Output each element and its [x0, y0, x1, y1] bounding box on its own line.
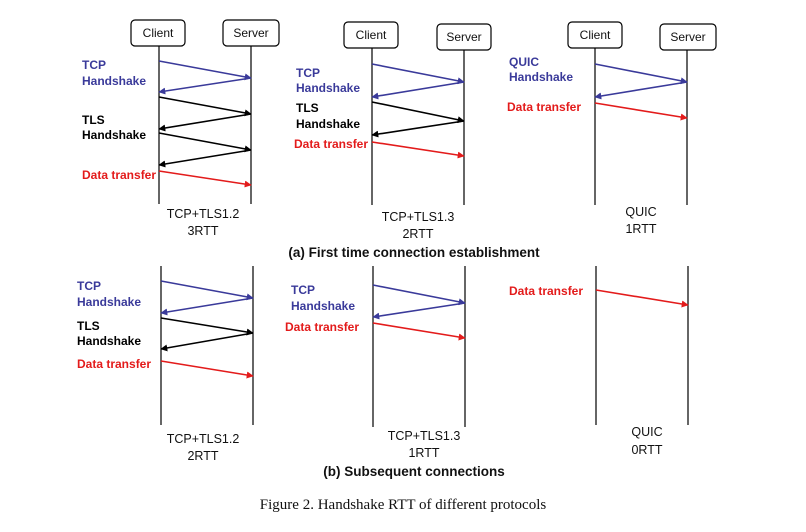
- tcp-synack-arrow: [371, 81, 465, 100]
- quic-hello-arrow: [594, 63, 688, 85]
- rtt-label: 3RTT: [187, 224, 218, 238]
- tls-arrow: [158, 96, 252, 117]
- panel-a3: QUIC Handshake Data transfer QUIC 1RTT: [507, 55, 688, 236]
- tls-arrow: [160, 332, 254, 352]
- section-b-title: (b) Subsequent connections: [323, 464, 505, 479]
- data-transfer-arrow: [160, 360, 254, 379]
- data-transfer-arrow: [594, 102, 688, 121]
- panel-a3-server-node: Server: [659, 23, 717, 51]
- timelines: [158, 46, 689, 427]
- rtt-label: 2RTT: [187, 449, 218, 463]
- data-transfer-arrow: [371, 141, 465, 159]
- panel-a1-server-node: Server: [222, 19, 280, 47]
- rtt-label: 1RTT: [408, 446, 439, 460]
- rtt-label: 1RTT: [625, 222, 656, 236]
- protocol-label: QUIC: [631, 425, 662, 439]
- data-transfer-arrow: [158, 170, 252, 188]
- client-label: Client: [356, 28, 387, 42]
- tls-label: TLS: [82, 113, 105, 127]
- figure-caption: Figure 2. Handshake RTT of different pro…: [259, 497, 547, 513]
- protocol-label: QUIC: [625, 205, 656, 219]
- panel-b1: TCP Handshake TLS Handshake Data transfe…: [77, 279, 254, 463]
- quic-reply-arrow: [594, 81, 688, 100]
- tls-arrow: [371, 101, 465, 124]
- protocol-label: TCP+TLS1.3: [388, 429, 461, 443]
- tls-arrow: [158, 132, 252, 153]
- server-label: Server: [670, 30, 705, 44]
- data-transfer-label: Data transfer: [509, 284, 583, 298]
- data-transfer-label: Data transfer: [294, 137, 368, 151]
- panel-b2: TCP Handshake Data transfer TCP+TLS1.3 1…: [285, 283, 466, 460]
- tls-label: TLS: [296, 101, 319, 115]
- tcp-label: TCP: [77, 279, 101, 293]
- data-transfer-arrow: [595, 289, 689, 308]
- server-label: Server: [446, 30, 481, 44]
- tls-arrow: [158, 149, 252, 168]
- tcp-syn-arrow: [158, 60, 252, 81]
- protocol-label: TCP+TLS1.3: [382, 210, 455, 224]
- tcp-synack-arrow: [372, 302, 466, 320]
- tcp-syn-arrow: [372, 284, 466, 306]
- data-transfer-label: Data transfer: [77, 357, 151, 371]
- tcp-handshake-label: Handshake: [296, 81, 360, 95]
- tcp-label: TCP: [296, 66, 320, 80]
- tls-handshake-label: Handshake: [77, 334, 141, 348]
- tls-arrow: [371, 120, 465, 138]
- quic-label: QUIC: [509, 55, 539, 69]
- data-transfer-label: Data transfer: [285, 320, 359, 334]
- tcp-handshake-label: Handshake: [82, 74, 146, 88]
- tls-handshake-label: Handshake: [82, 128, 146, 142]
- quic-handshake-label: Handshake: [509, 70, 573, 84]
- client-label: Client: [580, 28, 611, 42]
- panel-a3-client-node: Client: [567, 21, 623, 49]
- protocol-label: TCP+TLS1.2: [167, 207, 240, 221]
- panel-a2-client-node: Client: [343, 21, 399, 49]
- data-transfer-label: Data transfer: [82, 168, 156, 182]
- tls-handshake-label: Handshake: [296, 117, 360, 131]
- panel-b3: Data transfer QUIC 0RTT: [509, 284, 689, 457]
- tcp-synack-arrow: [160, 297, 254, 316]
- tcp-syn-arrow: [160, 280, 254, 301]
- tcp-handshake-label: Handshake: [77, 295, 141, 309]
- tcp-label: TCP: [82, 58, 106, 72]
- server-label: Server: [233, 26, 268, 40]
- data-transfer-arrow: [372, 322, 466, 341]
- client-label: Client: [143, 26, 174, 40]
- tls-arrow: [160, 317, 254, 336]
- section-a-title: (a) First time connection establishment: [288, 245, 540, 260]
- rtt-label: 2RTT: [402, 227, 433, 241]
- tcp-label: TCP: [291, 283, 315, 297]
- tcp-handshake-label: Handshake: [291, 299, 355, 313]
- tcp-syn-arrow: [371, 63, 465, 85]
- tls-arrow: [158, 113, 252, 132]
- data-transfer-label: Data transfer: [507, 100, 581, 114]
- panel-a2: TCP Handshake TLS Handshake Data transfe…: [294, 63, 465, 241]
- tcp-synack-arrow: [158, 77, 252, 95]
- protocol-label: TCP+TLS1.2: [167, 432, 240, 446]
- panel-a1-client-node: Client: [130, 19, 186, 47]
- tls-label: TLS: [77, 319, 100, 333]
- panel-a2-server-node: Server: [436, 23, 492, 51]
- panel-a1: TCP Handshake TLS Handshake Data transfe…: [82, 58, 252, 238]
- rtt-label: 0RTT: [631, 443, 662, 457]
